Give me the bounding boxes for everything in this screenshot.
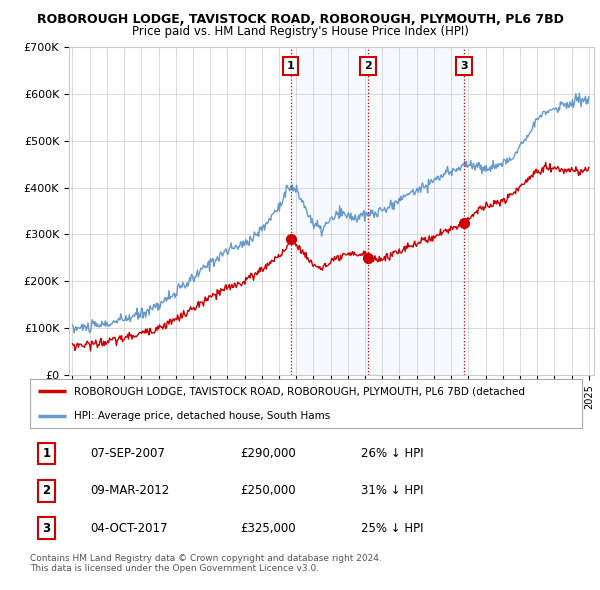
Bar: [291, 47, 368, 375]
Text: Contains HM Land Registry data © Crown copyright and database right 2024.
This d: Contains HM Land Registry data © Crown c…: [30, 554, 382, 573]
Text: 3: 3: [460, 61, 468, 71]
Text: 1: 1: [43, 447, 50, 460]
Text: Price paid vs. HM Land Registry's House Price Index (HPI): Price paid vs. HM Land Registry's House …: [131, 25, 469, 38]
Text: 26% ↓ HPI: 26% ↓ HPI: [361, 447, 424, 460]
Text: 2: 2: [43, 484, 50, 497]
Text: 1: 1: [287, 61, 295, 71]
Text: £325,000: £325,000: [240, 522, 295, 535]
Text: 04-OCT-2017: 04-OCT-2017: [91, 522, 168, 535]
Text: 2: 2: [364, 61, 372, 71]
Bar: [368, 47, 464, 375]
Text: £250,000: £250,000: [240, 484, 295, 497]
Text: 31% ↓ HPI: 31% ↓ HPI: [361, 484, 424, 497]
Text: £290,000: £290,000: [240, 447, 296, 460]
Text: 25% ↓ HPI: 25% ↓ HPI: [361, 522, 424, 535]
Text: HPI: Average price, detached house, South Hams: HPI: Average price, detached house, Sout…: [74, 411, 331, 421]
Text: 3: 3: [43, 522, 50, 535]
Text: ROBOROUGH LODGE, TAVISTOCK ROAD, ROBOROUGH, PLYMOUTH, PL6 7BD (detached: ROBOROUGH LODGE, TAVISTOCK ROAD, ROBOROU…: [74, 386, 525, 396]
Text: 09-MAR-2012: 09-MAR-2012: [91, 484, 170, 497]
Text: 07-SEP-2007: 07-SEP-2007: [91, 447, 166, 460]
Text: ROBOROUGH LODGE, TAVISTOCK ROAD, ROBOROUGH, PLYMOUTH, PL6 7BD: ROBOROUGH LODGE, TAVISTOCK ROAD, ROBOROU…: [37, 13, 563, 26]
